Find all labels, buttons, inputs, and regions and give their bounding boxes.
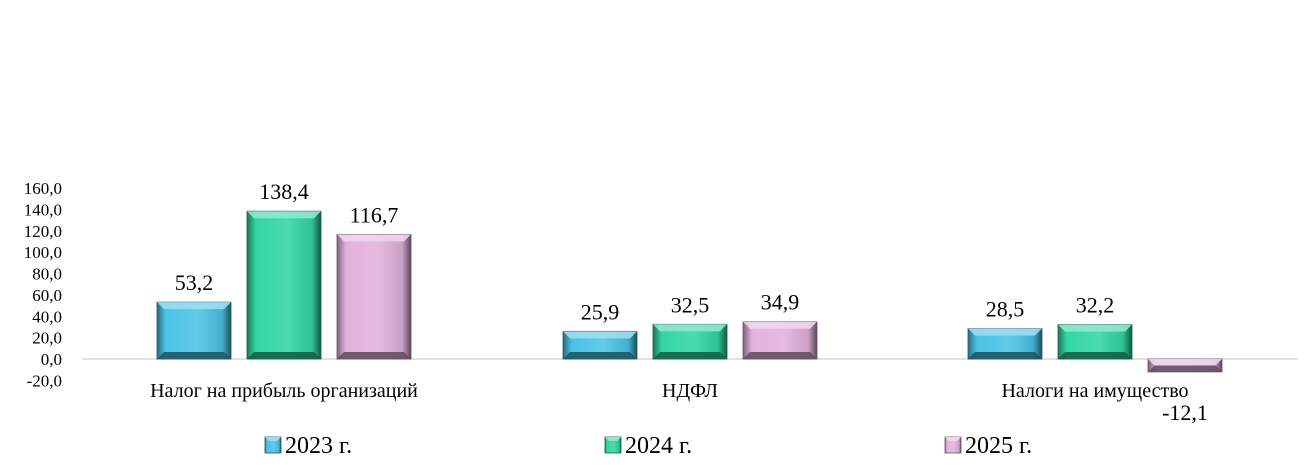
data-label: 32,5	[671, 292, 710, 317]
legend-label: 2025 г.	[965, 433, 1032, 459]
y-tick-label: 40,0	[32, 307, 62, 326]
bar	[156, 301, 232, 360]
bar	[742, 321, 818, 360]
bar	[562, 330, 638, 360]
legend-item: 2024 г.	[604, 433, 692, 459]
y-tick-label: 0,0	[41, 350, 62, 369]
y-tick-label: -20,0	[27, 371, 62, 390]
data-label: 28,5	[986, 297, 1025, 322]
data-label: 25,9	[581, 299, 620, 324]
bar	[1057, 324, 1133, 360]
y-tick-label: 160,0	[24, 179, 62, 198]
category-labels: Налог на прибыль организаций НДФЛ Налоги н…	[150, 380, 1188, 402]
y-tick-label: 20,0	[32, 329, 62, 348]
legend: 2023 г. 2024 г. 2025 г.	[264, 433, 1032, 459]
y-tick-label: 120,0	[24, 222, 62, 241]
data-label: 116,7	[350, 202, 399, 227]
data-label: 53,2	[175, 270, 214, 295]
legend-label: 2024 г.	[625, 433, 692, 459]
data-label: 138,4	[259, 179, 309, 204]
y-tick-label: 100,0	[24, 243, 62, 262]
y-tick-label: 80,0	[32, 265, 62, 284]
data-label: 34,9	[761, 290, 800, 315]
data-labels: 53,2 138,4 116,7 25,9 32,5 34,9 28,5 32,2 -12,1	[175, 179, 1208, 425]
legend-item: 2025 г.	[944, 433, 1032, 459]
bar	[1147, 358, 1223, 373]
y-tick-label: 140,0	[24, 200, 62, 219]
bar	[967, 328, 1043, 360]
category-label: Налог на прибыль организаций	[150, 380, 418, 402]
bars	[156, 210, 1223, 373]
category-label: Налоги на имущество	[1001, 380, 1188, 402]
data-label: -12,1	[1162, 400, 1208, 425]
bar	[652, 323, 728, 360]
category-label: НДФЛ	[662, 380, 718, 402]
legend-label: 2023 г.	[285, 433, 352, 459]
data-label: 32,2	[1076, 293, 1115, 318]
bar	[336, 233, 412, 360]
legend-item: 2023 г.	[264, 433, 352, 459]
bar	[246, 210, 322, 360]
y-tick-label: 60,0	[32, 286, 62, 305]
y-axis: 160,0 140,0 120,0 100,0 80,0 60,0 40,0 20,0 0,0 -…	[24, 179, 62, 390]
